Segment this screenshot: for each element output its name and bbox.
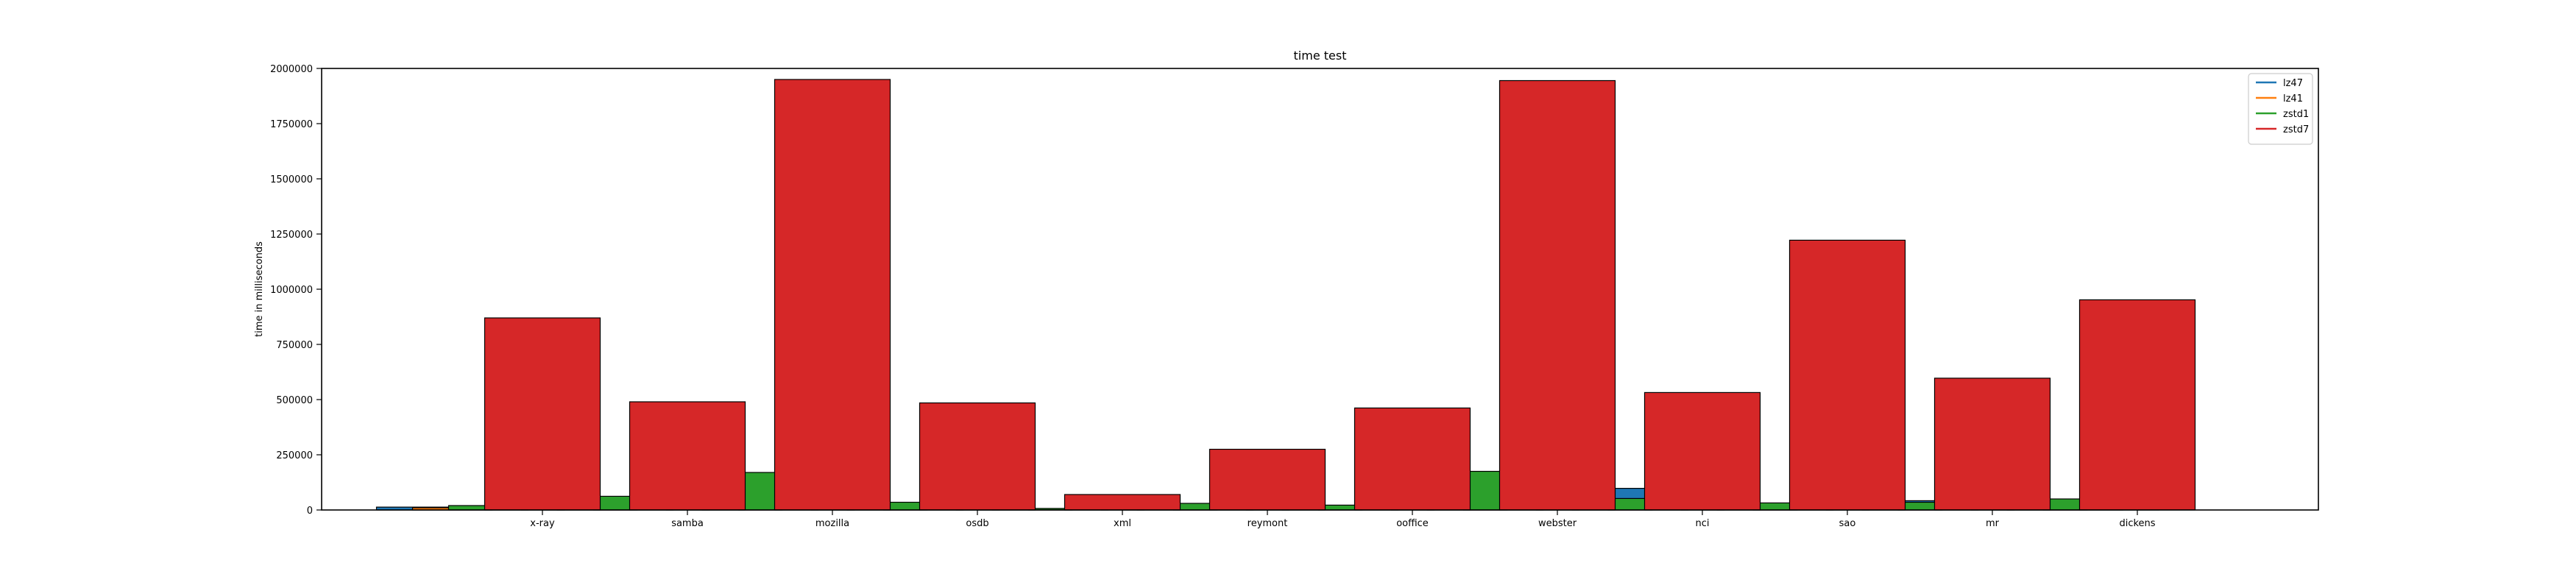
x-tick-label: samba xyxy=(671,518,704,529)
bar-zstd7-xml xyxy=(1064,494,1181,511)
y-tick-label: 500000 xyxy=(276,395,313,406)
x-tick-label: osdb xyxy=(966,518,988,529)
bar-zstd7-osdb xyxy=(919,402,1036,511)
y-axis: 0 250000 500000 750000 1000000 1250000 1500000… xyxy=(270,64,322,517)
y-tick-label: 750000 xyxy=(276,340,313,351)
chart-title: time test xyxy=(1294,49,1347,63)
bar-zstd7-dickens xyxy=(2078,299,2196,511)
y-tick-label: 0 xyxy=(307,506,313,517)
y-tick-label: 1750000 xyxy=(270,119,313,130)
bar-zstd7-webster xyxy=(1498,79,1616,511)
legend-label-lz41: lz41 xyxy=(2283,93,2303,104)
y-tick-label: 1500000 xyxy=(270,174,313,185)
x-tick-label: ooffice xyxy=(1396,518,1429,529)
bar-zstd7-nci xyxy=(1643,391,1761,511)
x-tick-label: reymont xyxy=(1248,518,1288,529)
y-axis-label: time in milliseconds xyxy=(254,241,265,337)
x-axis: x-ray samba mozilla osdb xml reymont ooffice we… xyxy=(530,510,2156,529)
y-tick-label: 2000000 xyxy=(270,64,313,75)
legend-label-zstd1: zstd1 xyxy=(2283,109,2309,120)
bar-zstd7-ooffice xyxy=(1354,407,1471,511)
legend-label-lz47: lz47 xyxy=(2283,78,2303,89)
x-tick-label: dickens xyxy=(2119,518,2155,529)
x-tick-label: xml xyxy=(1114,518,1131,529)
bar-zstd7-x-ray xyxy=(484,317,601,511)
bar-zstd7-mozilla xyxy=(774,79,891,511)
x-tick-label: nci xyxy=(1696,518,1710,529)
legend-box xyxy=(2248,73,2313,145)
x-tick-label: sao xyxy=(1839,518,1856,529)
x-tick-label: x-ray xyxy=(530,518,555,529)
bar-zstd7-samba xyxy=(629,401,746,511)
bar-zstd7-reymont xyxy=(1209,448,1326,511)
bars-group xyxy=(375,79,2196,511)
bar-zstd7-sao xyxy=(1788,239,1906,511)
legend-label-zstd7: zstd7 xyxy=(2283,124,2309,135)
legend: lz47 lz41 zstd1 zstd7 xyxy=(2248,73,2313,145)
x-tick-label: mr xyxy=(1986,518,2000,529)
x-tick-label: mozilla xyxy=(815,518,849,529)
y-tick-label: 1250000 xyxy=(270,230,313,241)
x-tick-label: webster xyxy=(1538,518,1577,529)
y-tick-label: 1000000 xyxy=(270,285,313,296)
y-tick-label: 250000 xyxy=(276,450,313,461)
bar-zstd7-mr xyxy=(1933,378,2051,511)
